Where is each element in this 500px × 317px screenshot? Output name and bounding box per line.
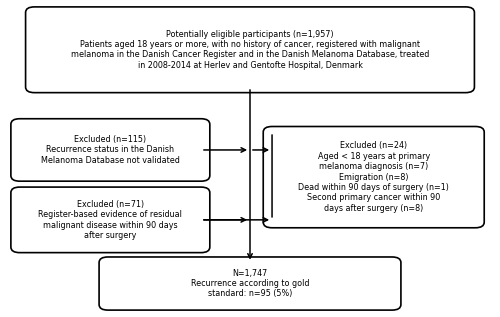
FancyBboxPatch shape [11, 187, 210, 253]
Text: Excluded (n=115)
Recurrence status in the Danish
Melanoma Database not validated: Excluded (n=115) Recurrence status in th… [41, 135, 180, 165]
Text: Excluded (n=24)
Aged < 18 years at primary
melanoma diagnosis (n=7)
Emigration (: Excluded (n=24) Aged < 18 years at prima… [298, 141, 449, 213]
Text: N=1,747
Recurrence according to gold
standard: n=95 (5%): N=1,747 Recurrence according to gold sta… [191, 268, 309, 298]
FancyBboxPatch shape [99, 257, 401, 310]
FancyBboxPatch shape [11, 119, 210, 181]
Text: Excluded (n=71)
Register-based evidence of residual
malignant disease within 90 : Excluded (n=71) Register-based evidence … [38, 200, 182, 240]
FancyBboxPatch shape [26, 7, 474, 93]
FancyBboxPatch shape [263, 126, 484, 228]
Text: Potentially eligible participants (n=1,957)
Patients aged 18 years or more, with: Potentially eligible participants (n=1,9… [71, 30, 429, 70]
